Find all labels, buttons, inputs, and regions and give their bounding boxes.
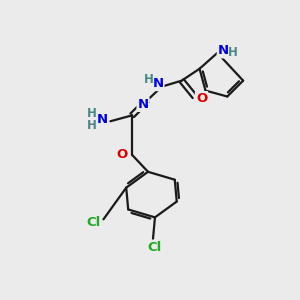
Text: N: N	[97, 113, 108, 126]
Text: Cl: Cl	[86, 216, 101, 229]
Text: H: H	[87, 119, 97, 132]
Text: H: H	[144, 73, 154, 86]
Text: H: H	[228, 46, 238, 59]
Text: O: O	[196, 92, 207, 105]
Text: N: N	[137, 98, 148, 111]
Text: N: N	[218, 44, 229, 57]
Text: N: N	[152, 77, 164, 90]
Text: H: H	[87, 107, 97, 120]
Text: Cl: Cl	[148, 241, 162, 254]
Text: O: O	[117, 148, 128, 161]
